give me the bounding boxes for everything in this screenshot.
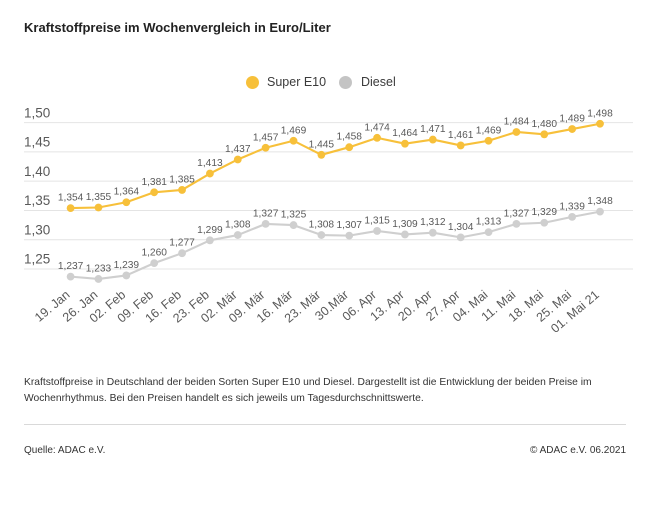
svg-text:1,239: 1,239 — [114, 260, 140, 271]
svg-text:1,237: 1,237 — [58, 261, 84, 272]
svg-text:1,308: 1,308 — [309, 220, 335, 231]
svg-text:1,464: 1,464 — [392, 128, 418, 139]
svg-text:1,437: 1,437 — [225, 144, 251, 155]
svg-text:1,308: 1,308 — [225, 220, 251, 231]
svg-text:1,471: 1,471 — [420, 124, 446, 135]
svg-text:1,480: 1,480 — [532, 119, 558, 130]
svg-text:1,299: 1,299 — [197, 225, 223, 236]
svg-text:1,25: 1,25 — [24, 252, 50, 267]
svg-text:1,313: 1,313 — [476, 217, 502, 228]
svg-text:1,30: 1,30 — [24, 222, 50, 237]
svg-text:1,385: 1,385 — [169, 174, 195, 185]
svg-text:1,484: 1,484 — [504, 116, 530, 127]
svg-text:1,348: 1,348 — [587, 196, 613, 207]
svg-text:1,50: 1,50 — [24, 105, 50, 120]
svg-text:1,364: 1,364 — [114, 187, 140, 198]
svg-text:1,381: 1,381 — [141, 177, 167, 188]
svg-text:1,458: 1,458 — [336, 132, 362, 143]
svg-text:1,413: 1,413 — [197, 158, 223, 169]
svg-text:1,469: 1,469 — [476, 125, 502, 136]
svg-text:1,325: 1,325 — [281, 210, 307, 221]
svg-text:1,339: 1,339 — [559, 201, 585, 212]
svg-text:1,233: 1,233 — [86, 263, 112, 274]
svg-text:1,304: 1,304 — [448, 222, 474, 233]
svg-text:1,457: 1,457 — [253, 132, 279, 143]
svg-text:1,474: 1,474 — [364, 122, 390, 133]
svg-text:1,40: 1,40 — [24, 164, 50, 179]
svg-text:1,260: 1,260 — [141, 248, 167, 259]
svg-text:1,327: 1,327 — [504, 208, 530, 219]
svg-text:1,312: 1,312 — [420, 217, 446, 228]
svg-text:1,445: 1,445 — [309, 139, 335, 150]
svg-text:1,498: 1,498 — [587, 108, 613, 119]
svg-text:1,354: 1,354 — [58, 193, 84, 204]
svg-text:1,35: 1,35 — [24, 193, 50, 208]
svg-text:1,307: 1,307 — [336, 220, 362, 231]
svg-text:1,329: 1,329 — [532, 207, 558, 218]
svg-text:1,469: 1,469 — [281, 125, 307, 136]
svg-text:1,489: 1,489 — [559, 114, 585, 125]
svg-text:1,315: 1,315 — [364, 215, 390, 226]
svg-text:1,355: 1,355 — [86, 192, 112, 203]
svg-text:1,461: 1,461 — [448, 130, 474, 141]
svg-text:1,309: 1,309 — [392, 219, 418, 230]
svg-text:1,277: 1,277 — [169, 238, 195, 249]
svg-text:1,327: 1,327 — [253, 208, 279, 219]
svg-text:1,45: 1,45 — [24, 135, 50, 150]
